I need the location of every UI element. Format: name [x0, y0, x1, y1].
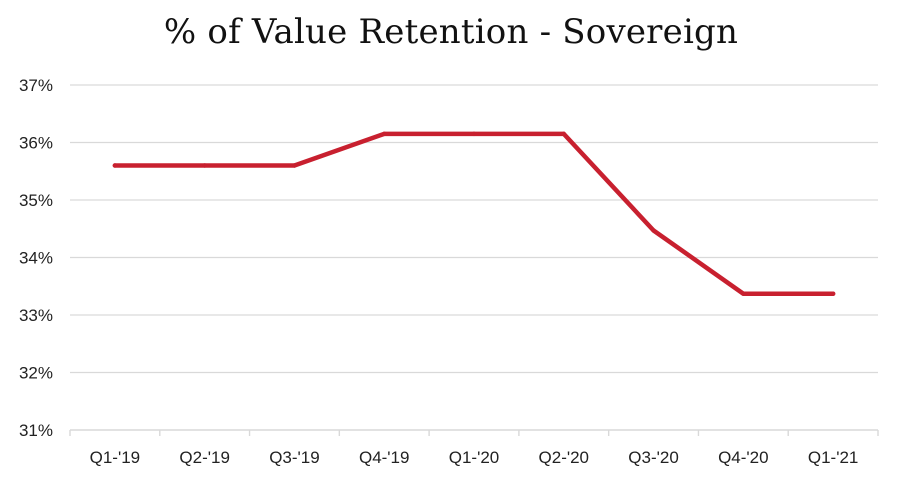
data-point [741, 291, 746, 296]
data-point [202, 163, 207, 168]
y-tick-label: 35% [19, 191, 53, 210]
x-tick-label: Q3-'19 [269, 448, 320, 467]
data-point [830, 291, 836, 296]
x-tick-labels: Q1-'19 Q2-'19 Q3-'19 Q4-'19 Q1-'20 Q2-'20 Q3-'… [90, 448, 859, 467]
data-point [561, 131, 566, 137]
y-tick-label: 36% [19, 134, 53, 153]
x-tick-label: Q1-'19 [90, 448, 141, 467]
y-tick-label: 34% [19, 249, 53, 268]
y-tick-label: 37% [19, 76, 53, 95]
y-tick-label: 33% [19, 306, 53, 325]
gridlines [70, 84, 878, 374]
axes [69, 429, 879, 436]
data-point [471, 131, 477, 137]
data-point [382, 131, 387, 137]
data-point [651, 228, 656, 233]
x-tick-label: Q1-'20 [449, 448, 500, 467]
series-line [112, 131, 836, 296]
x-tick-label: Q2-'20 [539, 448, 590, 467]
series-layer [112, 131, 836, 296]
x-tick-label: Q4-'19 [359, 448, 410, 467]
y-tick-label: 32% [19, 364, 53, 383]
data-point [292, 163, 297, 168]
x-tick-label: Q1-'21 [808, 448, 859, 467]
y-tick-labels: 31% 32% 33% 34% 35% 36% 37% [19, 76, 53, 440]
x-tick-label: Q3-'20 [628, 448, 679, 467]
chart-title: % of Value Retention - Sovereign [163, 12, 739, 52]
y-tick-label: 31% [19, 421, 53, 440]
x-tick-label: Q2-'19 [179, 448, 230, 467]
data-point [112, 163, 118, 168]
x-tick-label: Q4-'20 [718, 448, 769, 467]
